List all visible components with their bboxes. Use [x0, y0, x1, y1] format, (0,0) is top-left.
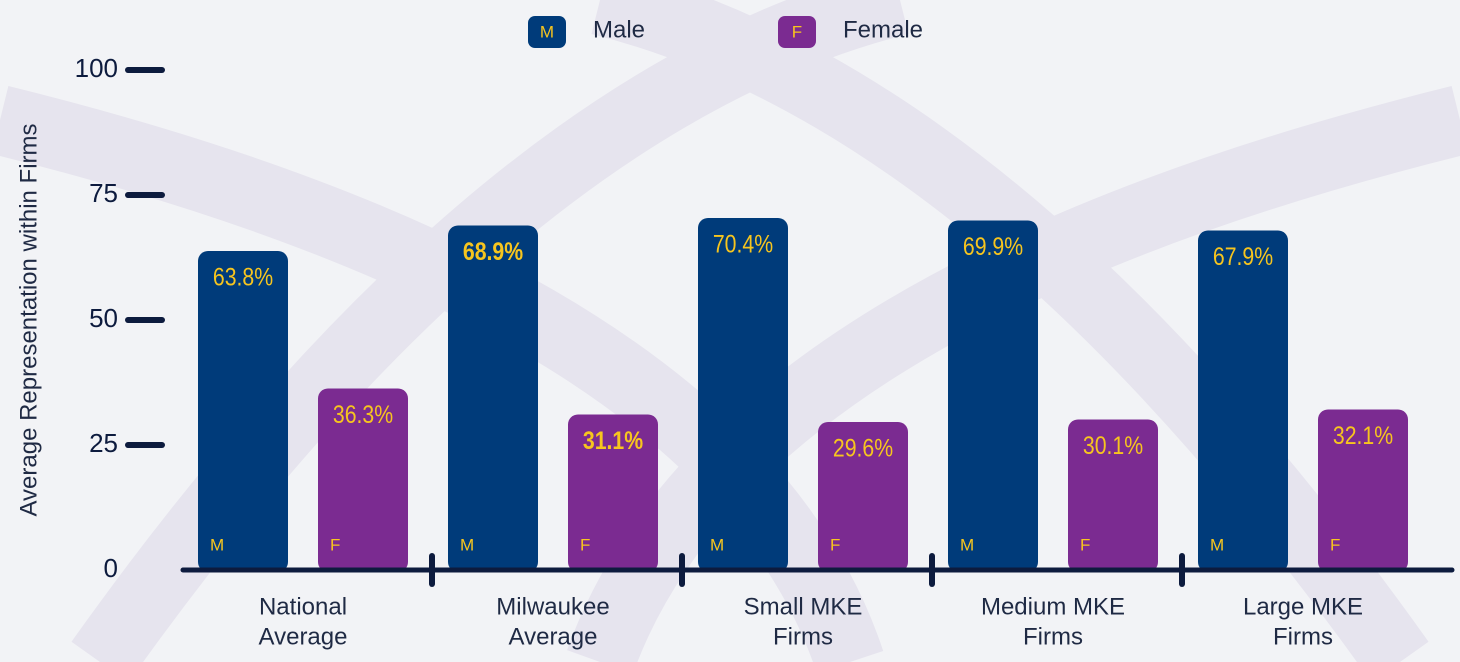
y-tick-label: 100 [75, 53, 118, 83]
bar-badge: M [960, 535, 974, 554]
bar-badge: F [580, 535, 590, 554]
data-label: 67.9% [1213, 242, 1273, 270]
data-label: 68.9% [463, 237, 523, 265]
bar [948, 220, 1038, 572]
x-tick-label: Large MKE [1243, 593, 1363, 620]
bar [698, 218, 788, 572]
bar [568, 414, 658, 572]
x-tick-label: Average [509, 623, 598, 650]
bar [818, 422, 908, 572]
data-label: 69.9% [963, 232, 1023, 260]
bar [1318, 409, 1408, 572]
bar [1198, 230, 1288, 572]
bar [1068, 419, 1158, 572]
bar-badge: M [710, 535, 724, 554]
bar-badge: F [830, 535, 840, 554]
legend-label: Female [843, 16, 923, 43]
bar-badge: F [1080, 535, 1090, 554]
x-tick-label: Firms [773, 623, 833, 650]
y-tick-label: 25 [89, 428, 118, 458]
y-tick-label: 0 [104, 553, 118, 583]
data-label: 63.8% [213, 263, 273, 291]
data-label: 36.3% [333, 400, 393, 428]
x-tick-label: Small MKE [744, 593, 863, 620]
data-label: 29.6% [833, 434, 893, 462]
bar-badge: F [330, 535, 340, 554]
data-label: 31.1% [583, 426, 643, 454]
y-axis-label: Average Representation within Firms [15, 123, 42, 516]
y-tick-label: 50 [89, 303, 118, 333]
bar [318, 388, 408, 572]
bar [198, 251, 288, 572]
x-tick-label: Average [259, 623, 348, 650]
x-tick-label: Milwaukee [496, 593, 609, 620]
data-label: 30.1% [1083, 431, 1143, 459]
legend-swatch [778, 16, 816, 48]
x-tick-label: Medium MKE [981, 593, 1125, 620]
x-tick-label: National [259, 593, 347, 620]
x-tick-label: Firms [1273, 623, 1333, 650]
legend-badge: F [792, 22, 802, 41]
legend-swatch [528, 16, 566, 48]
y-tick-label: 75 [89, 178, 118, 208]
bar-badge: M [1210, 535, 1224, 554]
legend-badge: M [540, 22, 554, 41]
legend-label: Male [593, 16, 645, 43]
bar-badge: F [1330, 535, 1340, 554]
bar-badge: M [210, 535, 224, 554]
bar-badge: M [460, 535, 474, 554]
data-label: 70.4% [713, 230, 773, 258]
x-tick-label: Firms [1023, 623, 1083, 650]
bar [448, 225, 538, 572]
data-label: 32.1% [1333, 421, 1393, 449]
